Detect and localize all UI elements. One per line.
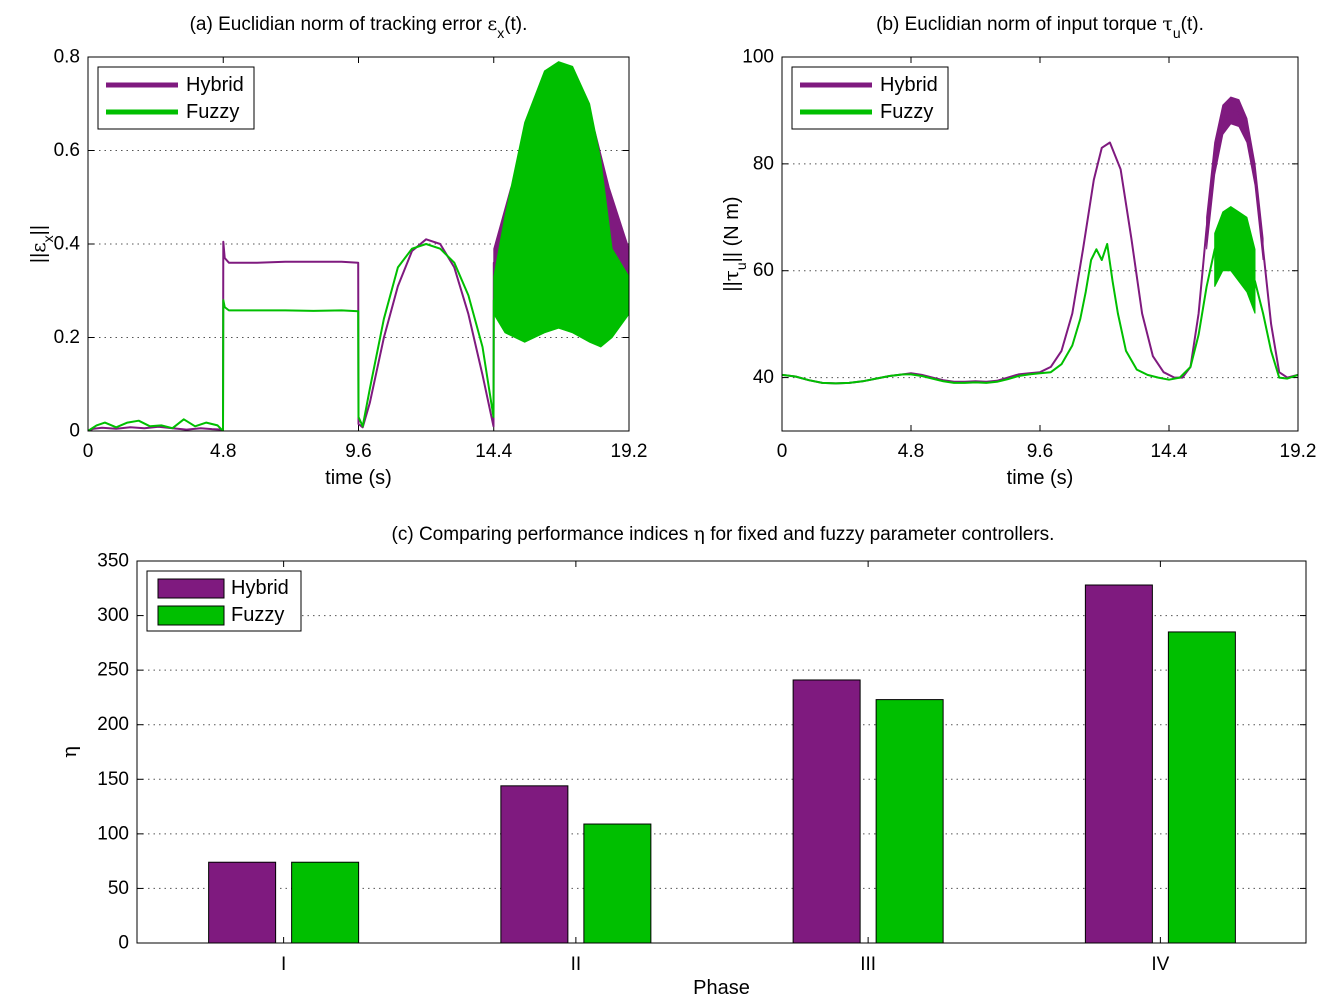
x-tick-label: 4.8 bbox=[898, 441, 924, 462]
y-tick-label: 0.4 bbox=[54, 234, 81, 255]
chart-title-symbol: η bbox=[694, 523, 705, 545]
bar-hybrid bbox=[1084, 584, 1153, 944]
y-tick-label: 80 bbox=[753, 153, 774, 174]
chart-title-text-end: (t). bbox=[1181, 14, 1204, 35]
y-tick-label: 0.8 bbox=[54, 47, 80, 68]
x-tick-label: 0 bbox=[777, 441, 788, 462]
chart-title-subscript: u bbox=[1173, 25, 1181, 41]
x-axis-label: time (s) bbox=[325, 467, 392, 489]
legend-box bbox=[791, 66, 949, 130]
y-axis-label-text: || bbox=[28, 253, 50, 263]
legend-swatch-fuzzy bbox=[157, 605, 225, 626]
y-tick-label: 150 bbox=[97, 769, 129, 790]
bar-fuzzy bbox=[291, 861, 360, 944]
chart-title: (c) Comparing performance indices η for … bbox=[392, 523, 1055, 545]
chart-a: (a) Euclidian norm of tracking error εx(… bbox=[26, 13, 647, 489]
y-axis-label-subscript: u bbox=[733, 262, 749, 270]
chart-title: (b) Euclidian norm of input torque τu(t)… bbox=[876, 13, 1204, 41]
x-tick-label: I bbox=[281, 954, 286, 975]
axes-frame bbox=[781, 56, 1299, 432]
legend: Hybrid Fuzzy bbox=[791, 66, 949, 130]
y-axis-label-subscript: x bbox=[40, 235, 56, 242]
series-line-fuzzy bbox=[88, 243, 629, 431]
y-axis-label: η bbox=[57, 746, 81, 758]
x-tick-label: III bbox=[860, 954, 876, 975]
legend-label-fuzzy: Fuzzy bbox=[880, 101, 933, 123]
y-tick-label: 250 bbox=[97, 660, 129, 681]
chart-title-text-end: for fixed and fuzzy parameter controller… bbox=[705, 524, 1055, 545]
y-axis-label: ||τu|| (N m) bbox=[719, 196, 749, 291]
x-tick-label: 14.4 bbox=[475, 441, 512, 462]
y-axis-label-text: || bbox=[721, 281, 743, 291]
y-tick-label: 40 bbox=[753, 367, 774, 388]
chart-title: (a) Euclidian norm of tracking error εx(… bbox=[190, 13, 528, 41]
bar-hybrid bbox=[792, 679, 861, 944]
legend: Hybrid Fuzzy bbox=[97, 66, 255, 130]
y-tick-label: 300 bbox=[97, 605, 129, 626]
x-tick-label: 4.8 bbox=[210, 441, 236, 462]
legend-label-fuzzy: Fuzzy bbox=[186, 101, 239, 123]
bar-hybrid bbox=[500, 785, 569, 944]
legend-swatch-hybrid bbox=[157, 578, 225, 599]
y-tick-label: 0.6 bbox=[54, 140, 80, 161]
plot-area bbox=[782, 96, 1298, 385]
series-band-fuzzy bbox=[1214, 206, 1256, 314]
chart-title-symbol: ε bbox=[487, 13, 497, 35]
chart-title-text: (c) Comparing performance indices bbox=[392, 524, 694, 545]
x-tick-label: 19.2 bbox=[611, 441, 648, 462]
y-axis-label-symbol: ε bbox=[26, 242, 50, 252]
legend-label-hybrid: Hybrid bbox=[231, 577, 289, 599]
bar-hybrid bbox=[208, 861, 277, 944]
y-tick-label: 350 bbox=[97, 551, 129, 572]
y-tick-label: 0 bbox=[118, 933, 129, 954]
legend-box bbox=[97, 66, 255, 130]
y-axis-label-text-end: || (N m) bbox=[721, 196, 743, 262]
legend: Hybrid Fuzzy bbox=[146, 570, 302, 632]
series-band-fuzzy bbox=[493, 61, 629, 348]
y-axis-label-text-end: || bbox=[28, 225, 50, 235]
y-axis-label-symbol: η bbox=[57, 746, 81, 758]
x-tick-label: 9.6 bbox=[345, 441, 371, 462]
axes-frame bbox=[136, 560, 1307, 944]
chart-title-subscript: x bbox=[497, 25, 504, 41]
plot-area bbox=[88, 61, 629, 431]
bar-fuzzy bbox=[875, 699, 944, 944]
y-axis-label: ||εx|| bbox=[26, 225, 56, 263]
series-fuzzy bbox=[782, 206, 1298, 385]
y-tick-label: 200 bbox=[97, 714, 129, 735]
y-tick-label: 60 bbox=[753, 260, 774, 281]
y-tick-label: 50 bbox=[108, 878, 129, 899]
y-axis-label-symbol: τ bbox=[719, 270, 743, 281]
chart-title-text: (a) Euclidian norm of tracking error bbox=[190, 14, 488, 35]
chart-title-symbol: τ bbox=[1162, 13, 1173, 35]
bar-fuzzy bbox=[1167, 631, 1236, 944]
x-tick-label: IV bbox=[1151, 954, 1169, 975]
legend-label-hybrid: Hybrid bbox=[186, 74, 244, 96]
x-axis-label: time (s) bbox=[1007, 467, 1074, 489]
series-fuzzy bbox=[88, 61, 629, 431]
y-tick-label: 100 bbox=[742, 47, 774, 68]
x-axis-label: Phase bbox=[693, 977, 750, 999]
y-tick-label: 100 bbox=[97, 823, 129, 844]
x-tick-label: 19.2 bbox=[1280, 441, 1317, 462]
chart-title-text: (b) Euclidian norm of input torque bbox=[876, 14, 1162, 35]
axes-frame bbox=[87, 56, 630, 432]
series-line-fuzzy bbox=[782, 232, 1298, 385]
y-tick-label: 0 bbox=[69, 421, 80, 442]
bar-fuzzy bbox=[583, 823, 652, 944]
chart-c: (c) Comparing performance indices η for … bbox=[57, 523, 1307, 999]
legend-label-hybrid: Hybrid bbox=[880, 74, 938, 96]
x-tick-label: 9.6 bbox=[1027, 441, 1053, 462]
chart-b: (b) Euclidian norm of input torque τu(t)… bbox=[719, 13, 1316, 489]
x-tick-label: 14.4 bbox=[1151, 441, 1188, 462]
series-line-hybrid bbox=[88, 238, 629, 431]
x-tick-label: 0 bbox=[83, 441, 94, 462]
legend-label-fuzzy: Fuzzy bbox=[231, 604, 284, 626]
x-tick-label: II bbox=[571, 954, 582, 975]
y-tick-label: 0.2 bbox=[54, 327, 80, 348]
chart-title-text-end: (t). bbox=[504, 14, 527, 35]
